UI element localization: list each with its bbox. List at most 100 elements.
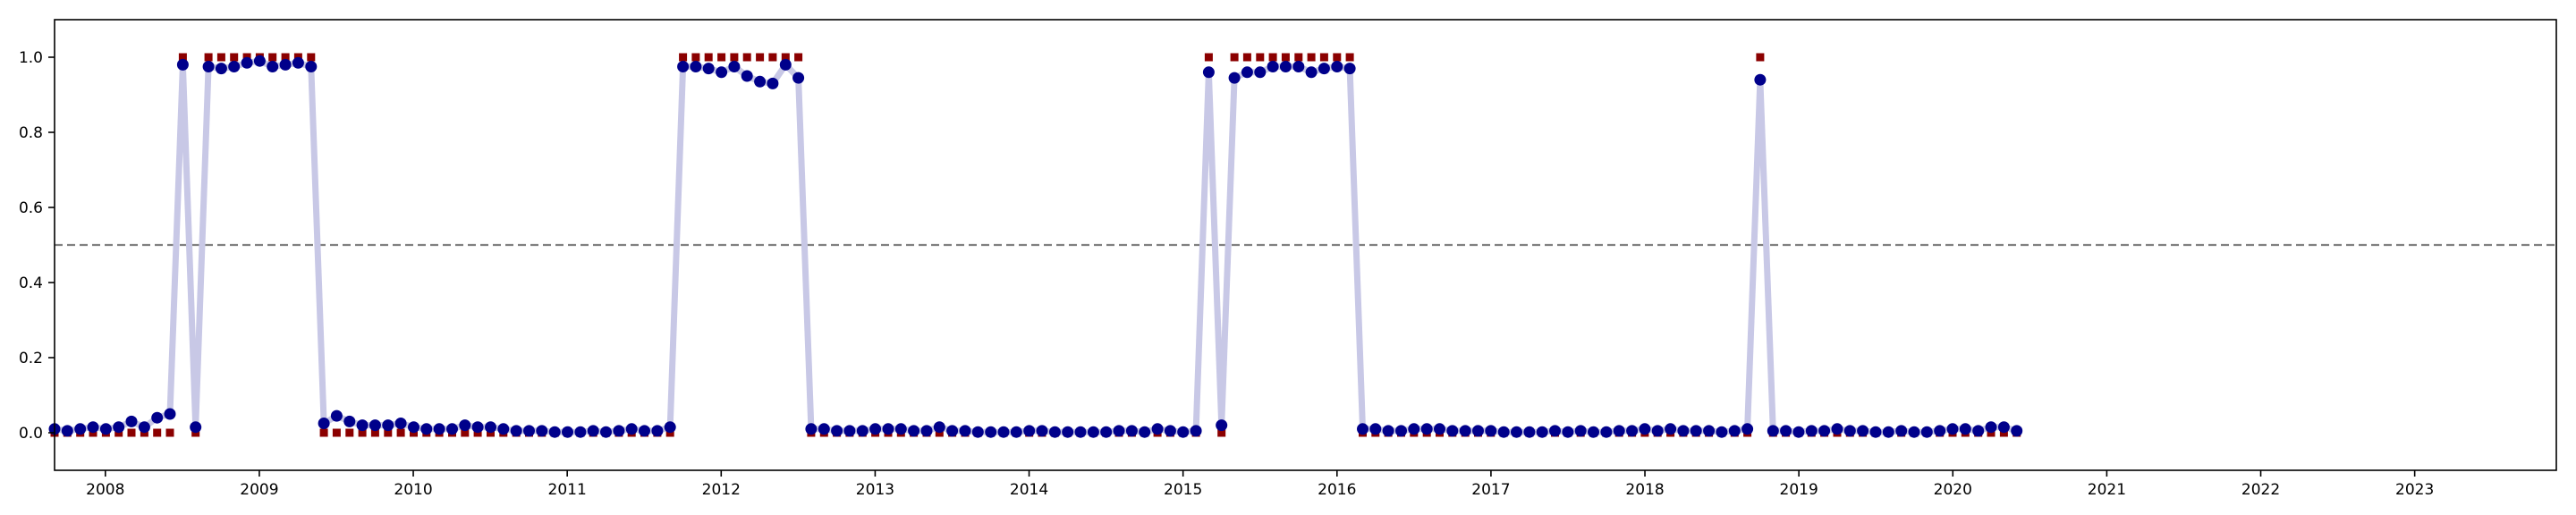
probability-point — [1113, 425, 1125, 437]
probability-point — [1985, 421, 1997, 434]
probability-point — [818, 423, 830, 435]
probability-point — [1959, 423, 1971, 435]
probability-point — [779, 58, 792, 71]
probability-point — [574, 426, 587, 438]
probability-point — [1600, 426, 1613, 438]
probability-point — [1792, 426, 1805, 438]
probability-point — [485, 421, 496, 434]
probability-point — [1434, 423, 1445, 435]
x-tick-label: 2022 — [2241, 481, 2280, 499]
x-tick-label: 2017 — [1471, 481, 1510, 499]
probability-point — [1626, 425, 1639, 437]
probability-point — [908, 425, 920, 437]
x-tick-label: 2014 — [1010, 481, 1048, 499]
label-point — [717, 53, 726, 62]
probability-point — [356, 419, 369, 432]
probability-point — [869, 423, 882, 435]
probability-point — [471, 421, 484, 434]
x-tick-label: 2008 — [86, 481, 124, 499]
x-tick-label: 2020 — [1934, 481, 1972, 499]
probability-point — [318, 418, 330, 429]
probability-point — [1588, 426, 1599, 438]
probability-point — [433, 423, 445, 435]
probability-point — [702, 63, 715, 75]
probability-point — [330, 409, 343, 422]
probability-point — [946, 425, 959, 437]
probability-point — [1420, 423, 1433, 435]
probability-point — [1741, 423, 1754, 435]
probability-point — [613, 425, 625, 437]
probability-point — [1343, 63, 1356, 75]
label-point — [730, 53, 739, 62]
label-point — [1345, 53, 1354, 62]
label-point — [1217, 428, 1226, 437]
probability-point — [1523, 426, 1536, 438]
probability-point — [985, 426, 997, 438]
x-tick-label: 2016 — [1318, 481, 1356, 499]
probability-point — [1305, 66, 1318, 79]
label-point — [1256, 53, 1265, 62]
probability-point — [536, 425, 548, 437]
probability-point — [1818, 425, 1831, 437]
probability-point — [1831, 423, 1843, 435]
probability-point — [1472, 425, 1484, 437]
probability-point — [446, 423, 458, 435]
plot-area — [48, 53, 2556, 438]
probability-point — [164, 408, 176, 420]
axes: 0.0 0.2 0.4 0.6 0.8 1.0 2008 2009 2010 2011 2012 20… — [19, 19, 2557, 499]
probability-point — [920, 425, 933, 437]
y-tick-label: 1.0 — [19, 49, 43, 67]
probability-point — [1190, 425, 1202, 437]
y-tick-label: 0.4 — [19, 274, 43, 292]
probability-point — [767, 77, 779, 89]
label-point — [1319, 53, 1328, 62]
label-point — [1281, 53, 1290, 62]
label-point — [704, 53, 713, 62]
probability-point — [1125, 425, 1138, 437]
label-point — [679, 53, 688, 62]
probability-point — [741, 70, 753, 82]
probability-point — [1023, 425, 1036, 437]
probability-point — [420, 423, 433, 435]
probability-point — [305, 61, 318, 72]
probability-point — [1754, 73, 1767, 86]
probability-point — [959, 425, 971, 437]
probability-point — [1869, 426, 1882, 438]
probability-point — [215, 63, 227, 75]
probability-point — [690, 61, 702, 72]
probability-point — [1920, 426, 1933, 438]
probability-point — [138, 421, 150, 434]
label-point — [781, 53, 790, 62]
probability-point — [882, 423, 894, 435]
probability-point — [1857, 425, 1869, 437]
label-point — [1230, 53, 1239, 62]
probability-point — [562, 426, 573, 438]
label-point — [768, 53, 777, 62]
label-point — [165, 428, 174, 437]
probability-point — [369, 419, 381, 432]
probability-point — [1882, 426, 1894, 438]
probability-point — [843, 425, 856, 437]
label-point — [794, 53, 803, 62]
probability-point — [639, 425, 650, 437]
probability-point — [1613, 425, 1625, 437]
probability-point — [1651, 425, 1664, 437]
probability-point — [1318, 63, 1330, 75]
label-point — [332, 428, 341, 437]
probability-point — [1728, 425, 1741, 437]
probability-point — [99, 423, 112, 435]
label-point — [1204, 53, 1213, 62]
label-point — [396, 428, 405, 437]
probability-point — [1216, 419, 1228, 432]
label-point — [345, 428, 354, 437]
probability-point — [190, 421, 202, 434]
probability-point — [228, 61, 241, 72]
probability-point — [1202, 66, 1215, 79]
x-tick-label: 2019 — [1780, 481, 1818, 499]
label-point — [153, 428, 162, 437]
probability-point — [548, 426, 561, 438]
probability-point — [1151, 423, 1164, 435]
x-tick-label: 2015 — [1164, 481, 1202, 499]
